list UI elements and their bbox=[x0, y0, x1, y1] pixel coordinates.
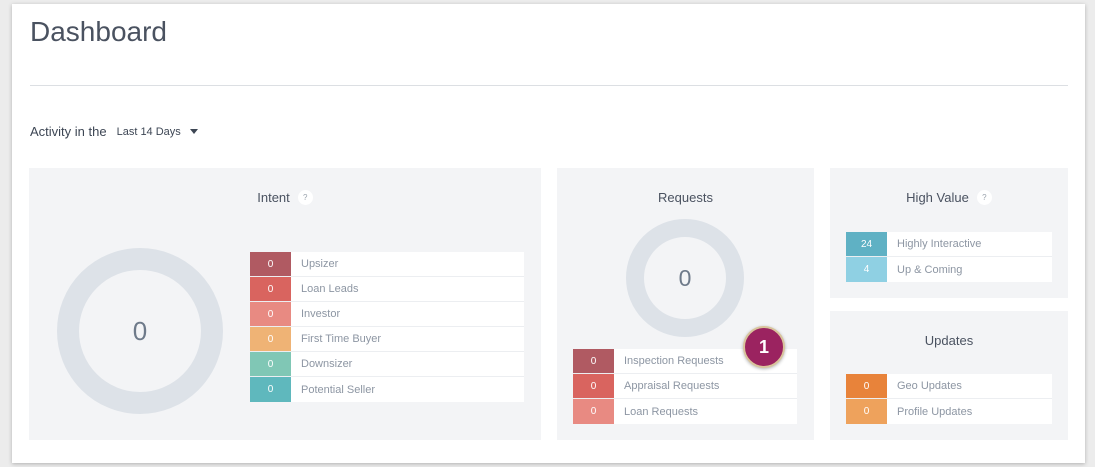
updates-legend: 0 Geo Updates 0 Profile Updates bbox=[846, 374, 1052, 424]
high-value-row-up-and-coming[interactable]: 4 Up & Coming bbox=[846, 257, 1052, 282]
high-value-row-highly-interactive[interactable]: 24 Highly Interactive bbox=[846, 232, 1052, 257]
intent-label: Investor bbox=[301, 308, 341, 320]
intent-count: 0 bbox=[250, 352, 291, 376]
updates-label: Profile Updates bbox=[897, 405, 973, 418]
intent-count: 0 bbox=[250, 327, 291, 351]
intent-count: 0 bbox=[250, 377, 291, 402]
date-range-dropdown[interactable]: Last 14 Days bbox=[117, 126, 198, 138]
high-value-count: 24 bbox=[846, 232, 887, 256]
updates-panel-header: Updates bbox=[830, 333, 1068, 348]
high-value-panel: High Value ? 24 Highly Interactive 4 Up … bbox=[830, 168, 1068, 298]
requests-row-appraisal[interactable]: 0 Appraisal Requests bbox=[573, 374, 797, 399]
high-value-panel-header: High Value ? bbox=[830, 190, 1068, 205]
requests-total: 0 bbox=[678, 264, 692, 291]
intent-row-downsizer[interactable]: 0 Downsizer bbox=[250, 352, 524, 377]
intent-count: 0 bbox=[250, 277, 291, 301]
updates-label: Geo Updates bbox=[897, 380, 962, 392]
requests-panel: Requests 0 0 Inspection Requests 0 Appra… bbox=[557, 168, 814, 440]
updates-row-profile[interactable]: 0 Profile Updates bbox=[846, 399, 1052, 424]
updates-count: 0 bbox=[846, 399, 887, 424]
intent-title: Intent bbox=[257, 190, 290, 205]
title-divider bbox=[30, 85, 1068, 86]
requests-label: Appraisal Requests bbox=[624, 380, 720, 392]
requests-row-inspection[interactable]: 0 Inspection Requests bbox=[573, 349, 797, 374]
intent-legend: 0 Upsizer 0 Loan Leads 0 Investor 0 Firs… bbox=[250, 252, 524, 402]
requests-label: Loan Requests bbox=[624, 405, 698, 418]
activity-label: Activity in the bbox=[30, 124, 107, 139]
high-value-legend: 24 Highly Interactive 4 Up & Coming bbox=[846, 232, 1052, 282]
intent-label: Upsizer bbox=[301, 258, 339, 270]
updates-panel: Updates 0 Geo Updates 0 Profile Updates bbox=[830, 311, 1068, 440]
updates-row-geo[interactable]: 0 Geo Updates bbox=[846, 374, 1052, 399]
intent-row-potential-seller[interactable]: 0 Potential Seller bbox=[250, 377, 524, 402]
date-range-value: Last 14 Days bbox=[116, 125, 181, 138]
help-icon[interactable]: ? bbox=[976, 190, 992, 205]
page-title: Dashboard bbox=[30, 16, 167, 47]
high-value-label: Up & Coming bbox=[897, 263, 963, 276]
activity-filter: Activity in the Last 14 Days bbox=[30, 124, 198, 139]
intent-donut: 0 bbox=[57, 248, 223, 414]
requests-title: Requests bbox=[658, 190, 713, 205]
updates-count: 0 bbox=[846, 374, 887, 398]
intent-label: First Time Buyer bbox=[301, 333, 382, 345]
intent-label: Loan Leads bbox=[301, 283, 359, 295]
intent-label: Downsizer bbox=[301, 358, 353, 370]
intent-count: 0 bbox=[250, 302, 291, 326]
intent-panel: Intent ? 0 0 Upsizer 0 Loan Leads 0 Inve… bbox=[29, 168, 541, 440]
updates-title: Updates bbox=[924, 333, 974, 348]
high-value-label: Highly Interactive bbox=[897, 238, 982, 250]
intent-row-first-time-buyer[interactable]: 0 First Time Buyer bbox=[250, 327, 524, 352]
intent-count: 0 bbox=[250, 252, 291, 276]
requests-count: 0 bbox=[573, 399, 614, 424]
dashboard-page: Dashboard Activity in the Last 14 Days I… bbox=[12, 4, 1085, 463]
high-value-title: High Value bbox=[906, 190, 969, 205]
requests-label: Inspection Requests bbox=[624, 355, 724, 367]
intent-row-investor[interactable]: 0 Investor bbox=[250, 302, 524, 327]
intent-label: Potential Seller bbox=[301, 383, 375, 396]
requests-row-loan[interactable]: 0 Loan Requests bbox=[573, 399, 797, 424]
callout-badge: 1 bbox=[743, 326, 785, 368]
high-value-count: 4 bbox=[846, 257, 887, 282]
requests-count: 0 bbox=[573, 349, 614, 373]
intent-panel-header: Intent ? bbox=[29, 190, 541, 205]
requests-donut: 0 bbox=[626, 219, 744, 337]
intent-row-loan-leads[interactable]: 0 Loan Leads bbox=[250, 277, 524, 302]
requests-count: 0 bbox=[573, 374, 614, 398]
requests-panel-header: Requests bbox=[557, 190, 814, 205]
help-icon[interactable]: ? bbox=[297, 190, 313, 205]
caret-down-icon bbox=[189, 129, 198, 134]
intent-row-upsizer[interactable]: 0 Upsizer bbox=[250, 252, 524, 277]
intent-total: 0 bbox=[132, 315, 148, 346]
